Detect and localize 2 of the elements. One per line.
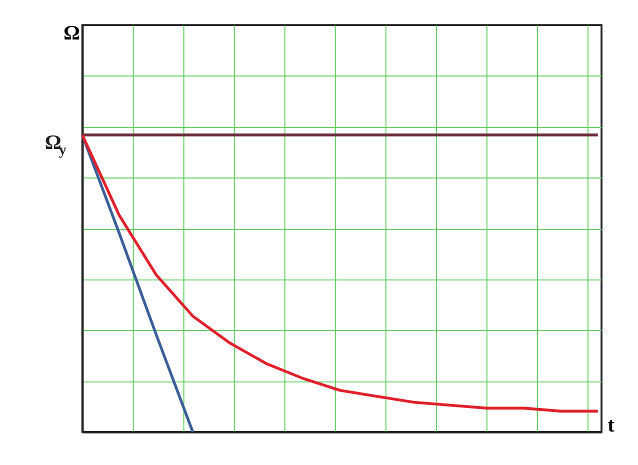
y-axis-title: Ω [64,22,80,45]
x-axis-title: t [608,414,615,436]
